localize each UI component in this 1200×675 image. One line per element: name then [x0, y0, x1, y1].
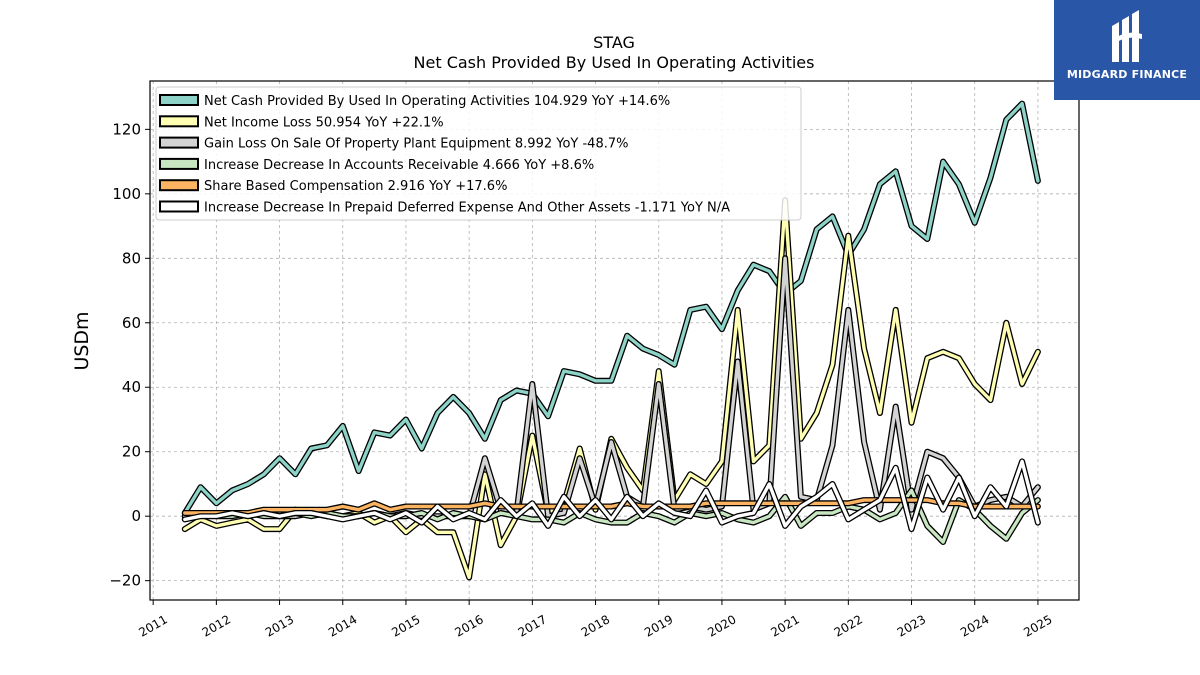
legend-entry: Increase Decrease In Prepaid Deferred Ex…	[204, 201, 730, 216]
legend-entry: Net Cash Provided By Used In Operating A…	[204, 94, 670, 109]
x-tick-label: 2017	[516, 612, 549, 639]
x-tick-label: 2011	[136, 612, 169, 639]
x-tick-label: 2022	[832, 612, 865, 639]
x-tick-label: 2021	[768, 612, 801, 639]
legend-swatch	[159, 94, 199, 106]
legend-swatch	[159, 157, 199, 170]
series-line	[183, 498, 1040, 515]
x-tick-label: 2014	[326, 612, 359, 639]
y-tick-label: 100	[112, 185, 141, 203]
y-tick-label: 120	[112, 120, 141, 138]
x-tick-label: 2018	[579, 612, 612, 639]
series-1	[181, 100, 1041, 516]
series-5	[181, 497, 1041, 516]
y-tick-label: 80	[122, 249, 141, 267]
midgard-logo-icon	[1112, 10, 1142, 62]
y-axis-label: USDm	[71, 311, 93, 370]
x-tick-label: 2023	[895, 612, 928, 639]
x-tick-label: 2020	[705, 612, 738, 639]
chart-subtitle: Net Cash Provided By Used In Operating A…	[414, 53, 815, 72]
chart-title: STAG	[593, 33, 635, 52]
x-tick-label: 2016	[452, 612, 485, 639]
series-4	[181, 487, 1041, 545]
legend-box	[155, 86, 802, 221]
series-lines	[181, 100, 1041, 581]
y-tick-label: 0	[131, 507, 141, 525]
x-tick-label: 2012	[200, 612, 233, 639]
y-tick-label: 60	[122, 314, 141, 332]
series-line	[183, 488, 1040, 544]
x-tick-label: 2025	[1021, 612, 1054, 639]
legend-swatch	[159, 179, 199, 192]
series-line	[183, 101, 1040, 515]
legend-swatch	[159, 200, 199, 213]
legend: Net Cash Provided By Used In Operating A…	[155, 86, 802, 221]
legend-entry: Net Income Loss 50.954 YoY +22.1%	[204, 115, 444, 130]
y-tick-label: 20	[122, 443, 141, 461]
legend-swatch	[159, 136, 199, 149]
y-tick-label: −20	[109, 572, 141, 590]
series-line	[183, 459, 1040, 531]
plot-frame	[149, 80, 1080, 601]
series-6	[181, 458, 1041, 533]
y-tick-label: 40	[122, 378, 141, 396]
x-tick-label: 2015	[389, 612, 422, 639]
legend-entry: Share Based Compensation 2.916 YoY +17.6…	[204, 179, 507, 194]
legend-entry: Increase Decrease In Accounts Receivable…	[204, 158, 594, 173]
brand-logo: MIDGARD FINANCE	[1054, 0, 1200, 100]
legend-entry: Gain Loss On Sale Of Property Plant Equi…	[204, 137, 628, 152]
legend-swatch	[159, 115, 199, 128]
x-tick-label: 2013	[263, 612, 296, 639]
x-tick-label: 2024	[958, 612, 991, 639]
x-tick-label: 2019	[642, 612, 675, 639]
logo-text: MIDGARD FINANCE	[1066, 68, 1188, 81]
